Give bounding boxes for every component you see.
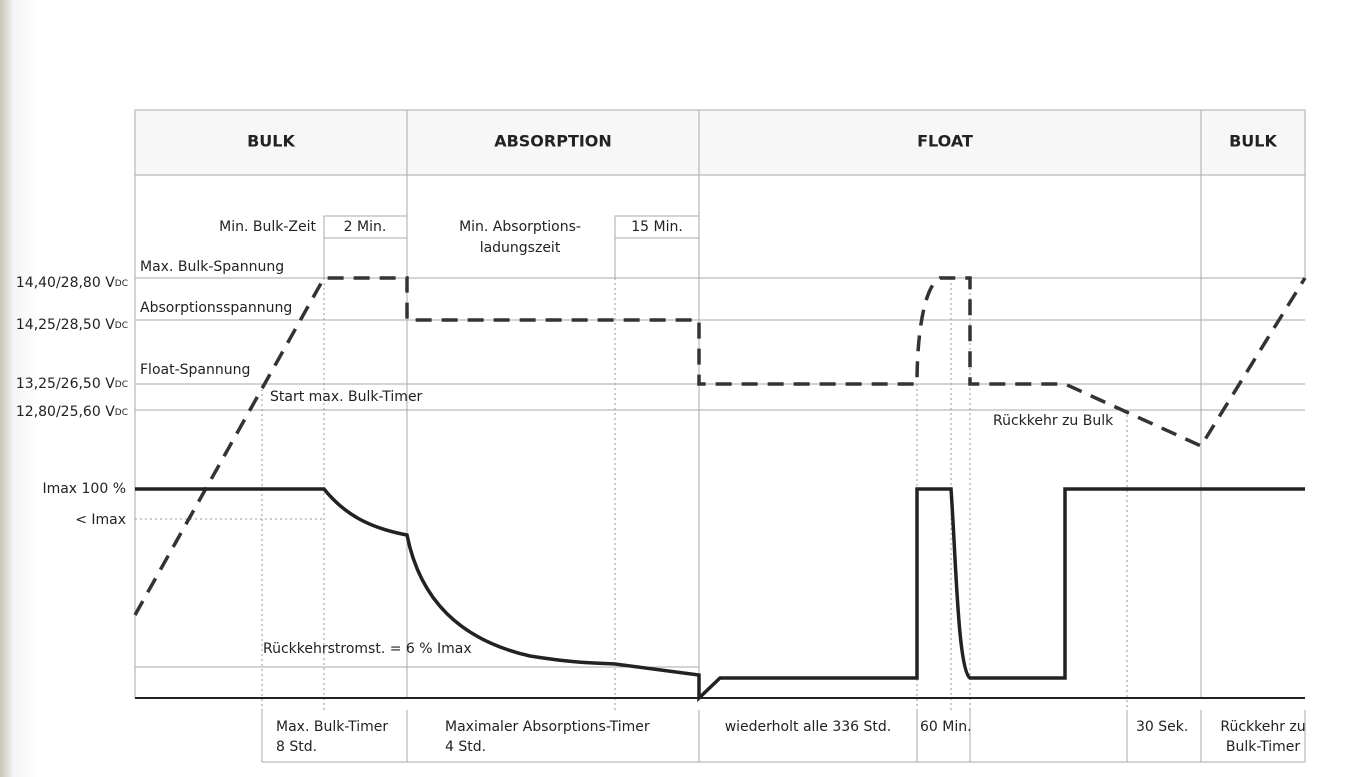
timer-label: Maximaler Absorptions-Timer <box>445 719 650 735</box>
timer-label: 60 Min. <box>920 719 972 735</box>
timer-label: 30 Sek. <box>1136 719 1188 735</box>
voltage-curve <box>133 276 1307 616</box>
phase: BULK <box>1229 132 1277 151</box>
voltage-level: 13,25/26,50 VDC <box>16 376 128 392</box>
timer-label: 4 Std. <box>445 739 486 755</box>
timer-label: Rückkehr zu <box>1220 719 1305 735</box>
label: ladungszeit <box>480 240 561 256</box>
label: Start max. Bulk-Timer <box>270 389 423 405</box>
timer-label: Bulk-Timer <box>1226 739 1301 755</box>
label: Rückkehrstromst. = 6 % Imax <box>263 641 472 657</box>
label: Absorptionsspannung <box>140 300 292 316</box>
current-level: < Imax <box>75 512 126 528</box>
label: Max. Bulk-Spannung <box>140 259 284 275</box>
phase: FLOAT <box>917 132 973 151</box>
current-curve <box>135 487 1305 703</box>
grid <box>134 110 1306 763</box>
label: Rückkehr zu Bulk <box>993 413 1114 429</box>
label: 15 Min. <box>631 219 683 235</box>
timer-label: Max. Bulk-Timer <box>276 719 388 735</box>
phase: ABSORPTION <box>494 132 612 151</box>
phase: BULK <box>247 132 295 151</box>
phase-header <box>134 109 1306 176</box>
label: Min. Absorptions- <box>459 219 581 235</box>
timer-label: 8 Std. <box>276 739 317 755</box>
label: Min. Bulk-Zeit <box>219 219 316 235</box>
label: 2 Min. <box>344 219 387 235</box>
label: Float-Spannung <box>140 362 250 378</box>
voltage-level: 14,40/28,80 VDC <box>16 275 128 291</box>
timer-label: wiederholt alle 336 Std. <box>725 719 892 735</box>
current-level: Imax 100 % <box>42 481 126 497</box>
voltage-level: 14,25/28,50 VDC <box>16 317 128 333</box>
voltage-level: 12,80/25,60 VDC <box>16 404 128 420</box>
